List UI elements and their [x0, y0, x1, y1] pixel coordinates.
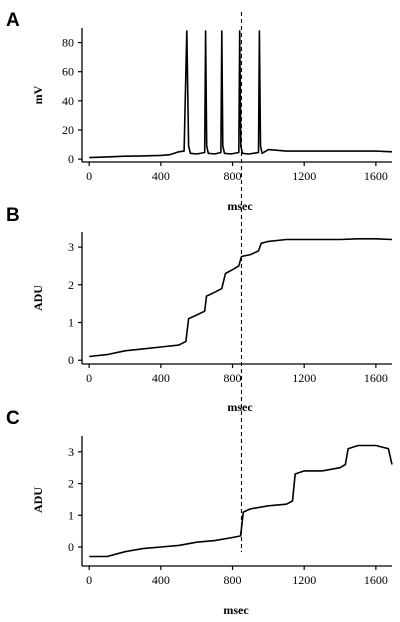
y-tick-label-c: 3 — [68, 445, 74, 459]
panel-c: 0 400 800 1200 1600 0 1 2 3 — [68, 436, 393, 587]
y-tick-label-a: 0 — [68, 152, 74, 166]
y-tick-label-b: 2 — [68, 278, 74, 292]
y-tick-label-c: 2 — [68, 477, 74, 491]
y-tick-label-b: 3 — [68, 240, 74, 254]
x-tick-label-b: 1200 — [292, 371, 316, 385]
x-tick-label-c: 1600 — [364, 573, 388, 587]
x-tick-label-a: 800 — [224, 169, 242, 183]
trace-line-c — [89, 444, 393, 558]
x-tick-label-a: 400 — [152, 169, 170, 183]
y-tick-label-c: 1 — [68, 508, 74, 522]
x-axis-title-c: msec — [223, 603, 249, 617]
panel-letter-c: C — [6, 408, 20, 429]
x-tick-label-c: 400 — [152, 573, 170, 587]
x-tick-label-b: 800 — [224, 371, 242, 385]
trace-line-a — [89, 30, 393, 159]
x-tick-label-a: 0 — [86, 169, 92, 183]
y-axis-title-a: mV — [31, 85, 45, 104]
y-axis-title-c: ADU — [31, 487, 45, 513]
x-tick-label-c: 1200 — [292, 573, 316, 587]
x-tick-label-b: 0 — [86, 371, 92, 385]
x-axis-title-a: msec — [227, 199, 253, 213]
x-axis-title-b: msec — [227, 400, 253, 414]
x-tick-label-b: 1600 — [364, 371, 388, 385]
panel-letter-b: B — [6, 205, 20, 226]
trace-line-b — [89, 238, 393, 358]
panel-b: 0 400 800 1200 1600 0 1 2 3 — [68, 232, 393, 385]
y-tick-label-a: 60 — [62, 65, 74, 79]
x-tick-label-b: 400 — [152, 371, 170, 385]
y-tick-label-b: 1 — [68, 316, 74, 330]
x-tick-label-a: 1600 — [364, 169, 388, 183]
y-tick-label-a: 80 — [62, 36, 74, 50]
y-tick-label-a: 40 — [62, 94, 74, 108]
y-tick-label-c: 0 — [68, 540, 74, 554]
y-tick-label-a: 20 — [62, 123, 74, 137]
panel-letter-a: A — [6, 10, 20, 31]
x-tick-label-c: 800 — [224, 573, 242, 587]
panel-a: 0 400 800 1200 1600 0 20 40 60 80 — [62, 28, 393, 183]
y-tick-label-b: 0 — [68, 353, 74, 367]
y-axis-title-b: ADU — [31, 285, 45, 311]
x-tick-label-c: 0 — [86, 573, 92, 587]
x-tick-label-a: 1200 — [292, 169, 316, 183]
